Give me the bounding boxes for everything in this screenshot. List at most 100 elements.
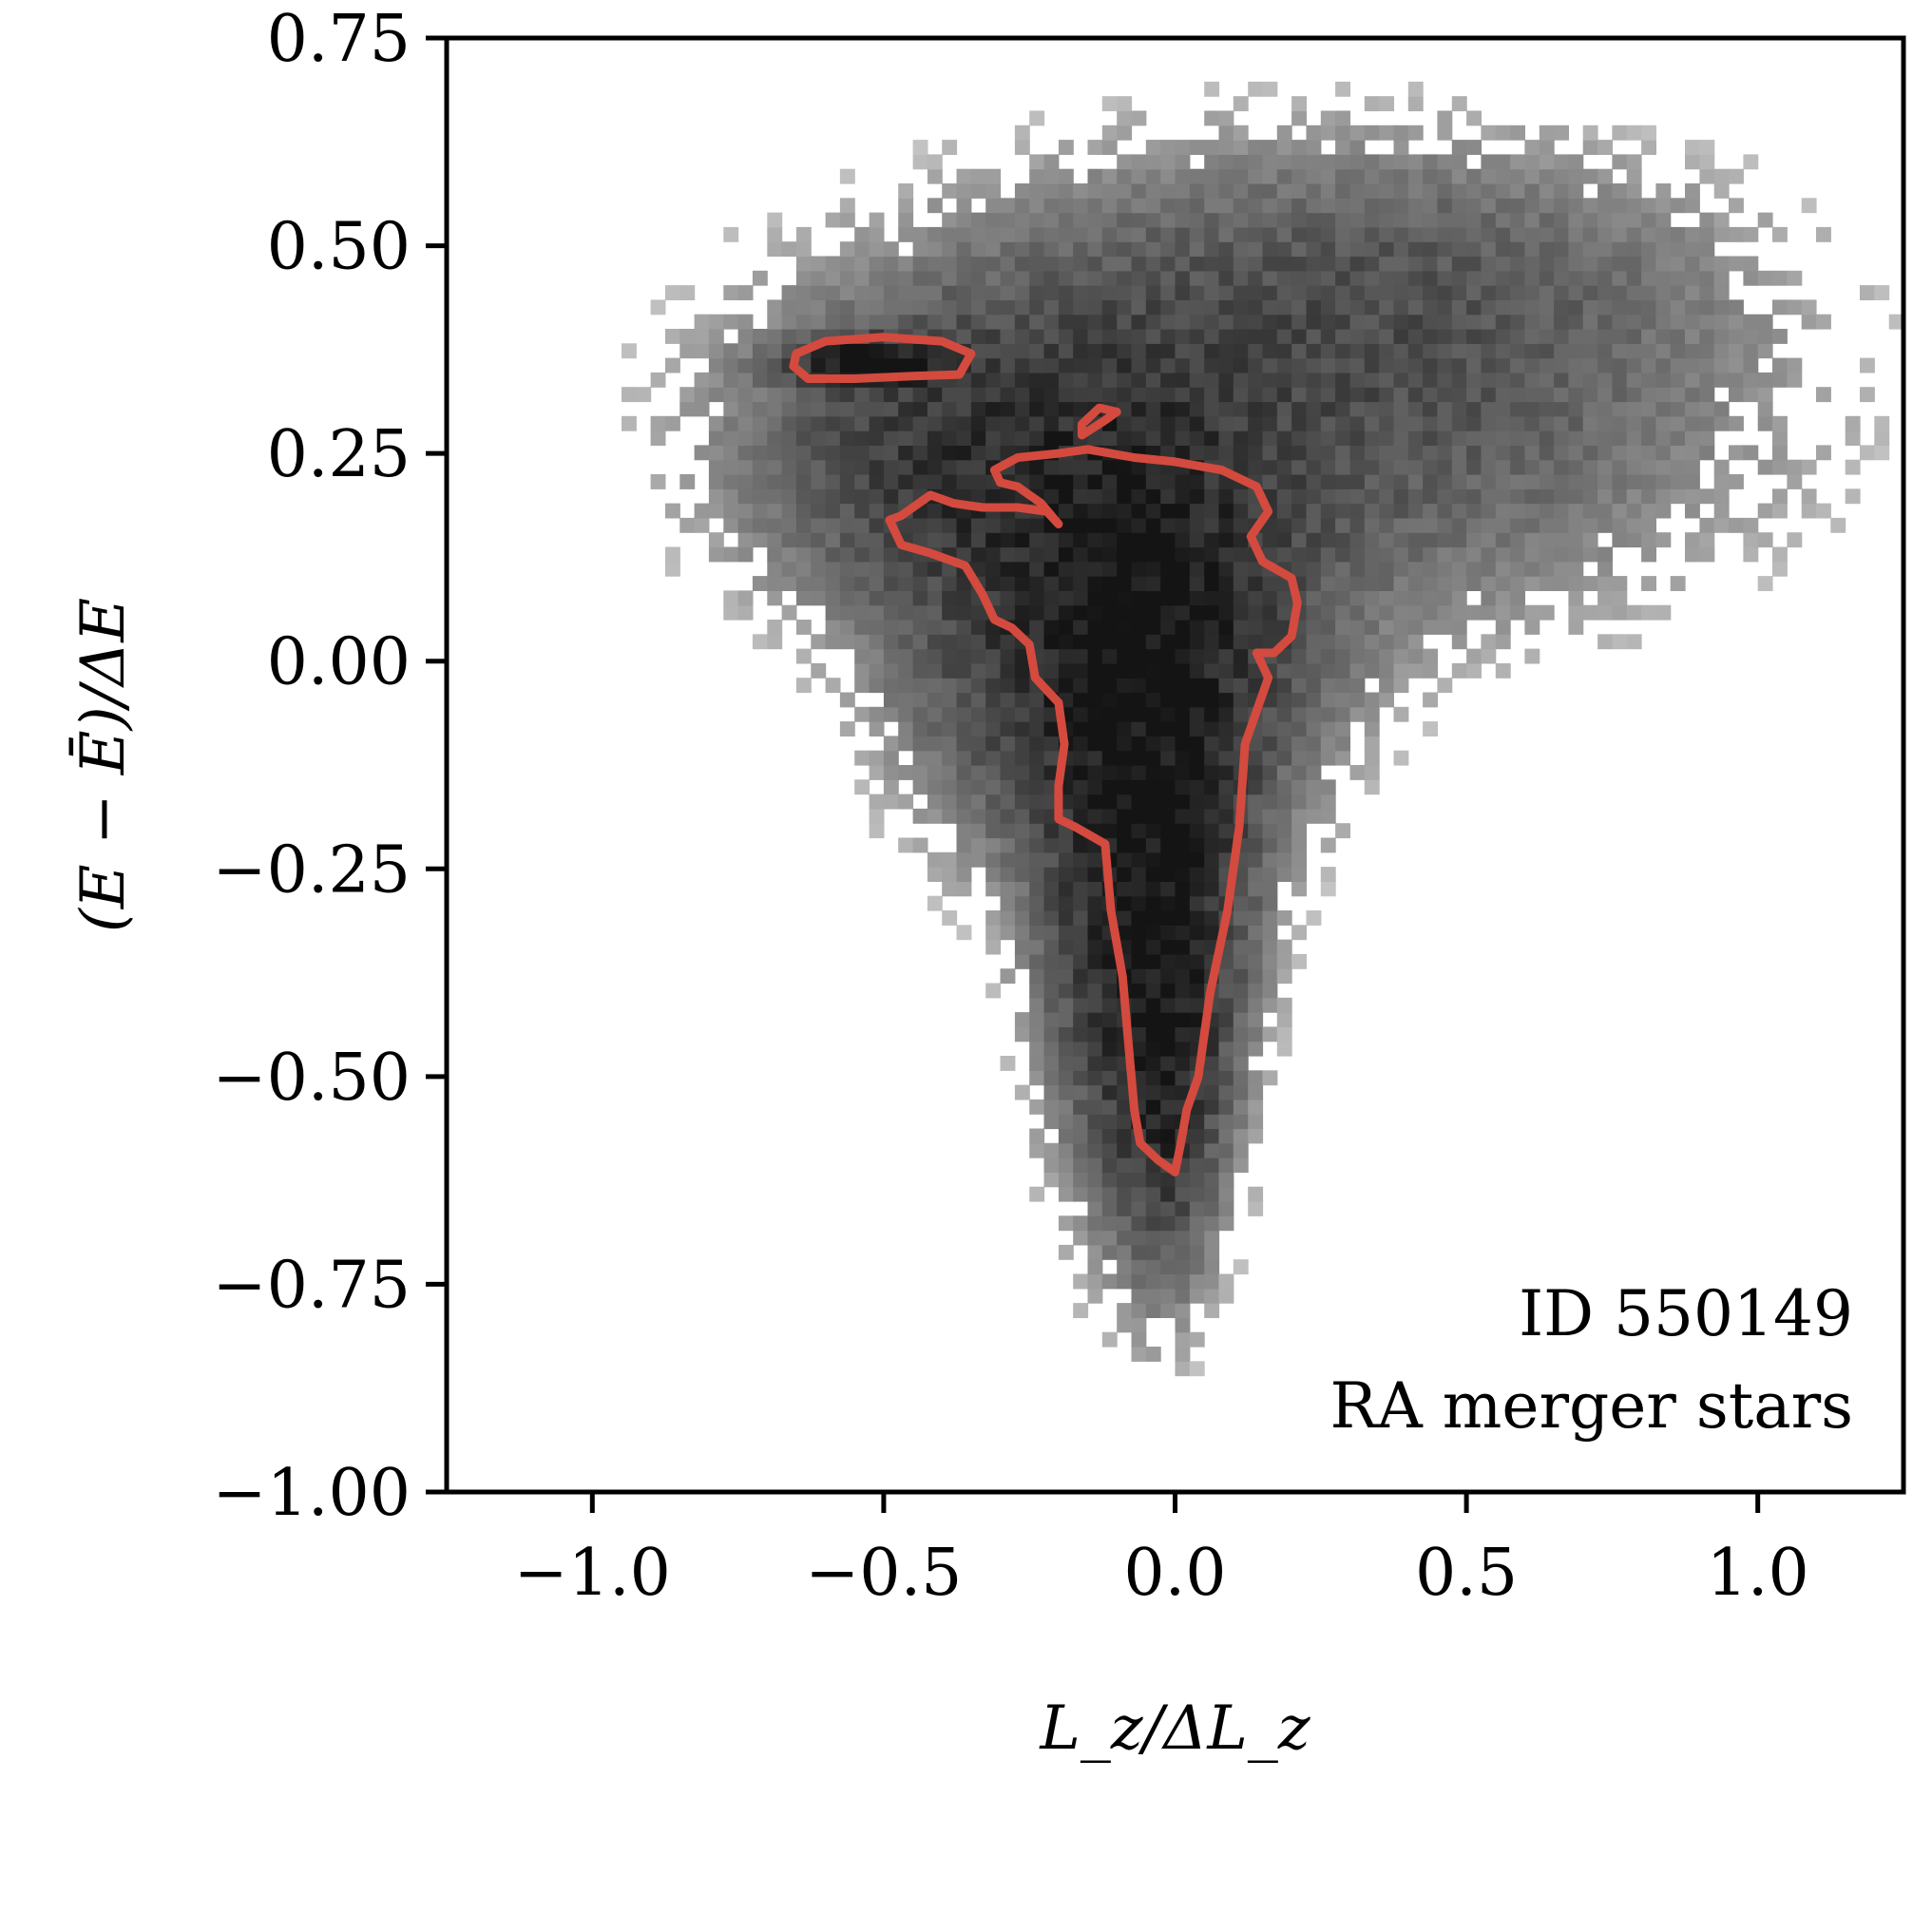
heatmap-cell: [898, 576, 914, 591]
heatmap-cell: [1000, 910, 1016, 926]
heatmap-cell: [1175, 1026, 1191, 1043]
heatmap-cell: [1117, 1230, 1133, 1246]
heatmap-cell: [1175, 736, 1191, 752]
heatmap-cell: [1743, 226, 1759, 242]
heatmap-cell: [883, 736, 899, 752]
heatmap-cell: [1349, 299, 1366, 316]
heatmap-cell: [1204, 212, 1220, 228]
heatmap-cell: [985, 226, 1002, 242]
heatmap-cell: [1073, 808, 1089, 824]
heatmap-cell: [1131, 1347, 1147, 1362]
heatmap-cell: [1597, 299, 1613, 316]
heatmap-cell: [1597, 474, 1613, 489]
heatmap-cell: [970, 634, 986, 650]
heatmap-cell: [1335, 678, 1350, 694]
heatmap-cell: [1524, 576, 1540, 591]
heatmap-cell: [1568, 590, 1584, 606]
heatmap-cell: [1145, 430, 1161, 446]
heatmap-cell: [1713, 183, 1730, 199]
heatmap-cell: [1218, 256, 1234, 272]
heatmap-cell: [1670, 488, 1686, 505]
heatmap-cell: [1029, 1128, 1045, 1144]
heatmap-cell: [1713, 488, 1730, 505]
heatmap-cell: [1233, 532, 1249, 548]
heatmap-cell: [1145, 1259, 1161, 1275]
heatmap-cell: [1058, 590, 1074, 606]
heatmap-cell: [1437, 445, 1453, 461]
heatmap-cell: [1393, 561, 1409, 577]
heatmap-cell: [1073, 1114, 1089, 1130]
heatmap-cell: [1510, 474, 1525, 489]
heatmap-cell: [1451, 634, 1467, 650]
heatmap-cell: [1641, 357, 1656, 373]
heatmap-cell: [1145, 1172, 1161, 1188]
heatmap-cell: [1014, 517, 1030, 533]
heatmap-cell: [1043, 1041, 1060, 1057]
heatmap-cell: [1233, 140, 1249, 155]
heatmap-cell: [1233, 561, 1249, 577]
heatmap-cell: [1612, 532, 1628, 548]
heatmap-cell: [1073, 532, 1089, 548]
heatmap-cell: [1204, 343, 1220, 359]
heatmap-cell: [1451, 299, 1467, 316]
heatmap-cell: [1058, 1056, 1074, 1071]
heatmap-cell: [1262, 895, 1278, 911]
heatmap-cell: [1087, 662, 1103, 679]
heatmap-cell: [1248, 357, 1264, 373]
heatmap-cell: [1000, 881, 1016, 897]
heatmap-cell: [1262, 372, 1278, 388]
heatmap-cell: [912, 779, 928, 795]
heatmap-cell: [1131, 939, 1147, 955]
heatmap-cell: [869, 401, 885, 417]
heatmap-cell: [1160, 648, 1176, 664]
heatmap-cell: [1000, 794, 1016, 810]
heatmap-cell: [795, 401, 812, 417]
heatmap-cell: [1626, 634, 1642, 650]
heatmap-cell: [1248, 765, 1264, 780]
heatmap-cell: [811, 445, 827, 461]
heatmap-cell: [1131, 430, 1147, 446]
heatmap-cell: [1117, 474, 1133, 489]
heatmap-cell: [1554, 576, 1569, 591]
heatmap-cell: [1349, 590, 1366, 606]
heatmap-cell: [1597, 459, 1613, 475]
heatmap-cell: [1860, 357, 1875, 373]
heatmap-cell: [1117, 1201, 1133, 1216]
heatmap-cell: [1262, 779, 1278, 795]
heatmap-cell: [912, 357, 928, 373]
heatmap-cell: [1131, 517, 1147, 533]
heatmap-cell: [1204, 794, 1220, 810]
heatmap-cell: [1189, 488, 1205, 505]
heatmap-cell: [1335, 706, 1350, 722]
heatmap-cell: [942, 299, 958, 316]
heatmap-cell: [1437, 110, 1453, 126]
heatmap-cell: [1101, 794, 1118, 810]
heatmap-cell: [927, 241, 943, 258]
heatmap-cell: [1131, 1215, 1147, 1232]
heatmap-cell: [1248, 576, 1264, 591]
heatmap-cell: [1407, 662, 1424, 679]
heatmap-cell: [1087, 183, 1103, 199]
heatmap-cell: [1117, 823, 1133, 839]
heatmap-cell: [1306, 794, 1322, 810]
heatmap-cell: [1058, 1114, 1074, 1130]
heatmap-cell: [1145, 1230, 1161, 1246]
heatmap-cell: [1481, 154, 1497, 170]
heatmap-cell: [1189, 357, 1205, 373]
heatmap-cell: [811, 546, 827, 563]
heatmap-cell: [1510, 604, 1525, 621]
heatmap-cell: [1029, 474, 1045, 489]
heatmap-cell: [1058, 256, 1074, 272]
y-axis: −1.00−0.75−0.50−0.250.000.250.500.75: [213, 2, 447, 1531]
heatmap-cell: [737, 503, 754, 519]
heatmap-cell: [942, 590, 958, 606]
heatmap-cell: [1568, 459, 1584, 475]
heatmap-cell: [1029, 1186, 1045, 1202]
heatmap-cell: [912, 314, 928, 330]
heatmap-cell: [970, 372, 986, 388]
heatmap-cell: [752, 343, 768, 359]
heatmap-cell: [1306, 546, 1322, 563]
heatmap-cell: [1554, 343, 1569, 359]
heatmap-cell: [1582, 532, 1598, 548]
heatmap-cell: [1058, 837, 1074, 853]
